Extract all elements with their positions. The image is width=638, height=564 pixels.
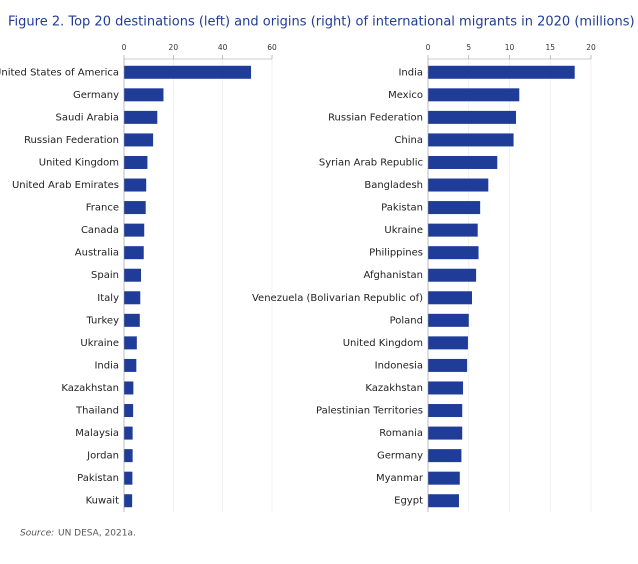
category-label: Turkey — [85, 315, 119, 326]
bar — [124, 471, 133, 485]
bar — [124, 246, 144, 260]
bar — [124, 155, 148, 169]
bar — [428, 471, 460, 485]
bar — [428, 65, 575, 79]
category-label: Pakistan — [77, 473, 119, 484]
bar — [428, 291, 473, 305]
bar — [428, 404, 463, 418]
category-label: Germany — [377, 451, 423, 462]
bar — [428, 449, 462, 463]
bar — [124, 381, 134, 395]
category-label: Venezuela (Bolivarian Republic of) — [252, 293, 423, 304]
x-tick-label: 40 — [218, 43, 228, 52]
x-tick-label: 10 — [505, 43, 515, 52]
category-label: Jordan — [86, 451, 119, 462]
bar — [428, 133, 514, 147]
bar — [428, 268, 477, 282]
x-tick-label: 20 — [586, 43, 596, 52]
category-label: Italy — [97, 293, 119, 304]
x-tick-label: 0 — [122, 43, 127, 52]
category-label: United Arab Emirates — [12, 180, 119, 191]
category-label: Saudi Arabia — [56, 112, 119, 123]
category-label: India — [398, 67, 423, 78]
bar — [124, 449, 133, 463]
bar — [124, 404, 134, 418]
category-label: Pakistan — [381, 203, 423, 214]
bar — [124, 178, 147, 192]
category-label: United Kingdom — [343, 338, 423, 349]
bar — [124, 133, 154, 147]
bar — [428, 494, 459, 508]
bar — [124, 426, 133, 440]
category-label: Philippines — [369, 248, 423, 259]
bar — [428, 381, 464, 395]
category-label: Mexico — [388, 90, 423, 101]
category-label: Thailand — [75, 406, 119, 417]
category-label: France — [86, 203, 119, 214]
bar — [428, 88, 520, 102]
category-label: Poland — [390, 315, 423, 326]
category-label: India — [94, 360, 119, 371]
category-label: Kuwait — [86, 496, 119, 507]
bar — [124, 88, 164, 102]
category-label: Spain — [91, 270, 119, 281]
bar — [428, 358, 468, 372]
bar — [124, 313, 140, 327]
category-label: Russian Federation — [24, 135, 119, 146]
bar — [428, 426, 463, 440]
category-label: Germany — [73, 90, 119, 101]
category-label: Russian Federation — [328, 112, 423, 123]
bar — [428, 313, 469, 327]
category-label: Myanmar — [376, 473, 424, 484]
category-label: Kazakhstan — [365, 383, 423, 394]
category-label: Malaysia — [75, 428, 119, 439]
category-label: United States of America — [0, 67, 119, 78]
bar — [428, 110, 517, 124]
category-label: Ukraine — [80, 338, 119, 349]
bar — [124, 223, 145, 237]
category-label: Indonesia — [375, 360, 423, 371]
category-label: Kazakhstan — [61, 383, 119, 394]
bar — [124, 65, 252, 79]
category-label: Egypt — [394, 496, 423, 507]
category-label: Australia — [75, 248, 119, 259]
category-label: Syrian Arab Republic — [319, 157, 423, 168]
figure-title: Figure 2. Top 20 destinations (left) and… — [8, 15, 635, 30]
x-tick-label: 15 — [545, 43, 555, 52]
bar — [428, 155, 498, 169]
category-label: Palestinian Territories — [316, 406, 423, 417]
bar — [428, 336, 468, 350]
category-label: United Kingdom — [39, 157, 119, 168]
category-label: Bangladesh — [364, 180, 423, 191]
bar — [124, 268, 142, 282]
bar — [428, 246, 479, 260]
bar — [428, 223, 478, 237]
bar — [124, 336, 137, 350]
category-label: Afghanistan — [363, 270, 423, 281]
bar — [124, 494, 133, 508]
bar — [124, 358, 137, 372]
category-label: Canada — [81, 225, 119, 236]
category-label: China — [394, 135, 423, 146]
bar — [428, 178, 489, 192]
x-tick-label: 60 — [267, 43, 277, 52]
bar — [124, 110, 158, 124]
source-label: Source: — [20, 529, 54, 539]
x-tick-label: 20 — [169, 43, 179, 52]
category-label: Ukraine — [384, 225, 423, 236]
source: UN DESA, 2021a. — [58, 529, 136, 539]
category-label: Romania — [379, 428, 423, 439]
x-tick-label: 5 — [466, 43, 471, 52]
bar — [124, 291, 141, 305]
x-tick-label: 0 — [426, 43, 431, 52]
bar — [124, 201, 146, 215]
bar — [428, 201, 481, 215]
